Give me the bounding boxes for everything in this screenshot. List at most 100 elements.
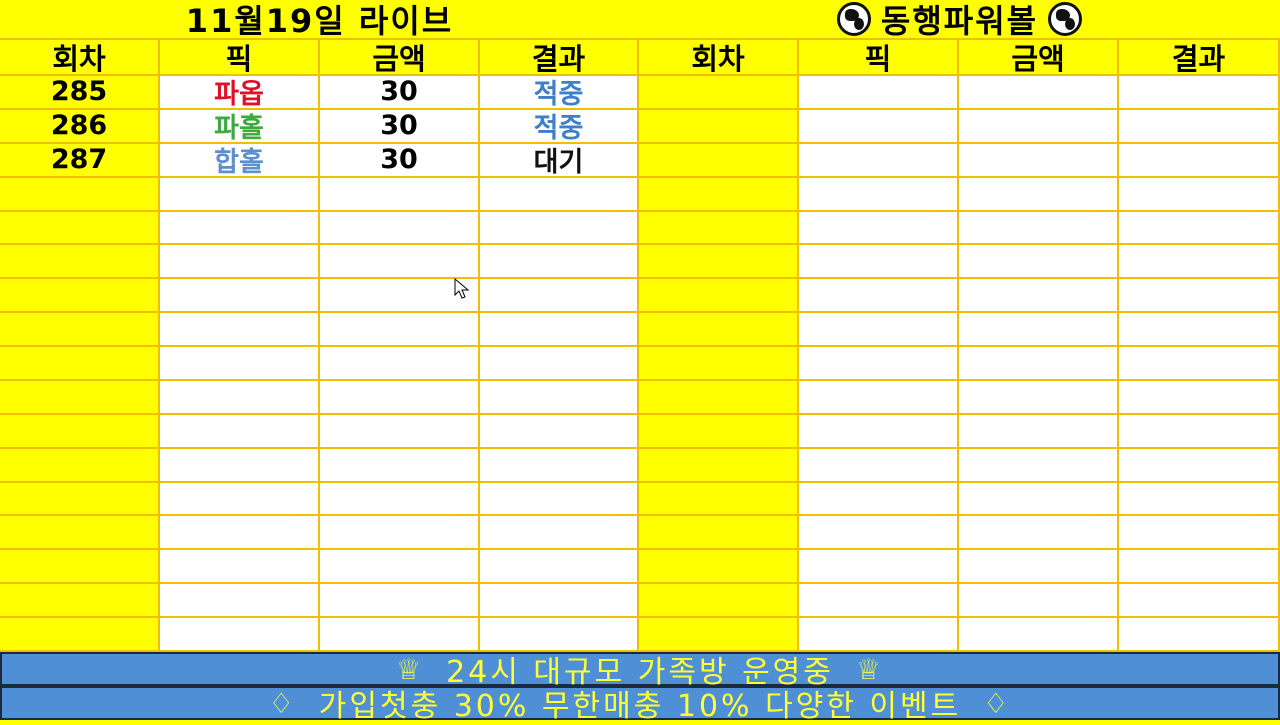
cell-result — [1119, 414, 1280, 449]
cell-result — [480, 482, 639, 517]
cell-pick — [160, 279, 320, 314]
cell-amount — [320, 516, 480, 551]
cell-result — [480, 618, 639, 652]
header-result: 결과 — [480, 40, 639, 76]
cell-result — [1119, 448, 1280, 483]
header-amount: 금액 — [320, 40, 480, 76]
cell-amount — [320, 177, 480, 212]
cell-round — [639, 313, 799, 347]
cell-amount — [320, 245, 480, 280]
cell-round — [0, 380, 160, 415]
cell-pick — [799, 550, 959, 585]
cell-result — [1119, 109, 1280, 144]
cell-result — [480, 584, 639, 618]
crown-icon: ♕ — [855, 652, 884, 686]
cell-result — [1119, 313, 1280, 347]
cell-result — [1119, 347, 1280, 381]
cell-round — [0, 516, 160, 551]
cell-pick — [799, 211, 959, 246]
cell-amount — [959, 482, 1119, 517]
cell-pick — [799, 177, 959, 212]
header-result: 결과 — [1119, 40, 1280, 76]
cell-round — [639, 211, 799, 246]
cell-amount — [320, 211, 480, 246]
cell-pick: 합홀 — [160, 143, 320, 178]
cell-result — [1119, 76, 1280, 110]
cell-pick — [160, 584, 320, 618]
cell-amount — [959, 279, 1119, 314]
cell-round — [639, 550, 799, 585]
cell-result: 적중 — [480, 76, 639, 110]
cell-pick — [799, 279, 959, 314]
cell-pick — [160, 347, 320, 381]
cell-pick — [160, 482, 320, 517]
cell-pick — [160, 177, 320, 212]
cell-result — [1119, 245, 1280, 280]
cell-round — [639, 516, 799, 551]
cell-result — [1119, 584, 1280, 618]
cell-result — [480, 211, 639, 246]
cell-result — [480, 177, 639, 212]
cell-amount: 30 — [320, 76, 480, 110]
cell-amount — [959, 313, 1119, 347]
cell-pick — [799, 245, 959, 280]
cell-round — [0, 550, 160, 585]
cell-pick — [160, 550, 320, 585]
cell-round — [639, 347, 799, 381]
cell-amount — [320, 380, 480, 415]
cell-round — [0, 279, 160, 314]
cell-round — [0, 177, 160, 212]
cell-amount: 30 — [320, 143, 480, 178]
cell-round — [639, 584, 799, 618]
powerball-table: 동행파워볼 회차 픽 금액 결과 — [639, 0, 1280, 652]
cell-amount — [320, 550, 480, 585]
cell-result — [1119, 482, 1280, 517]
cell-result — [480, 347, 639, 381]
cell-pick — [799, 414, 959, 449]
banner-family-room: ♕ 24시 대규모 가족방 운영중 ♕ — [0, 652, 1280, 690]
diamond-icon: ♢ — [268, 686, 297, 720]
cell-round — [639, 414, 799, 449]
cell-round: 286 — [0, 109, 160, 144]
cell-pick — [160, 618, 320, 652]
cell-result — [480, 516, 639, 551]
diamond-icon: ♢ — [983, 686, 1012, 720]
cell-amount — [959, 76, 1119, 110]
cell-result — [1119, 177, 1280, 212]
cell-amount — [959, 211, 1119, 246]
cell-amount — [320, 313, 480, 347]
cell-round — [0, 618, 160, 652]
cell-result — [1119, 516, 1280, 551]
cell-amount — [959, 618, 1119, 652]
cell-amount — [959, 380, 1119, 415]
cell-amount — [959, 448, 1119, 483]
cell-round — [639, 380, 799, 415]
cell-result — [1119, 279, 1280, 314]
banner-event: ♢ 가입첫충 30% 무한매충 10% 다양한 이벤트 ♢ — [0, 686, 1280, 724]
cell-result — [1119, 550, 1280, 585]
cell-amount — [959, 584, 1119, 618]
cell-round — [639, 279, 799, 314]
mouse-cursor-icon — [454, 278, 470, 299]
cell-amount — [959, 347, 1119, 381]
cell-pick — [799, 448, 959, 483]
globe-icon — [836, 2, 871, 36]
cell-amount — [959, 245, 1119, 280]
powerball-title-text: 동행파워볼 — [880, 2, 1039, 40]
cell-result — [1119, 618, 1280, 652]
cell-round: 287 — [0, 143, 160, 178]
header-amount: 금액 — [959, 40, 1119, 76]
cell-result — [480, 380, 639, 415]
cell-pick — [160, 448, 320, 483]
cell-round — [639, 143, 799, 178]
cell-pick — [160, 414, 320, 449]
cell-pick — [799, 584, 959, 618]
cell-result — [480, 279, 639, 314]
cell-round: 285 — [0, 76, 160, 110]
cell-round — [639, 76, 799, 110]
cell-pick — [799, 143, 959, 178]
banner1-text: 24시 대규모 가족방 운영중 — [446, 655, 834, 690]
cell-round — [0, 482, 160, 517]
cell-amount — [959, 109, 1119, 144]
cell-pick — [799, 313, 959, 347]
